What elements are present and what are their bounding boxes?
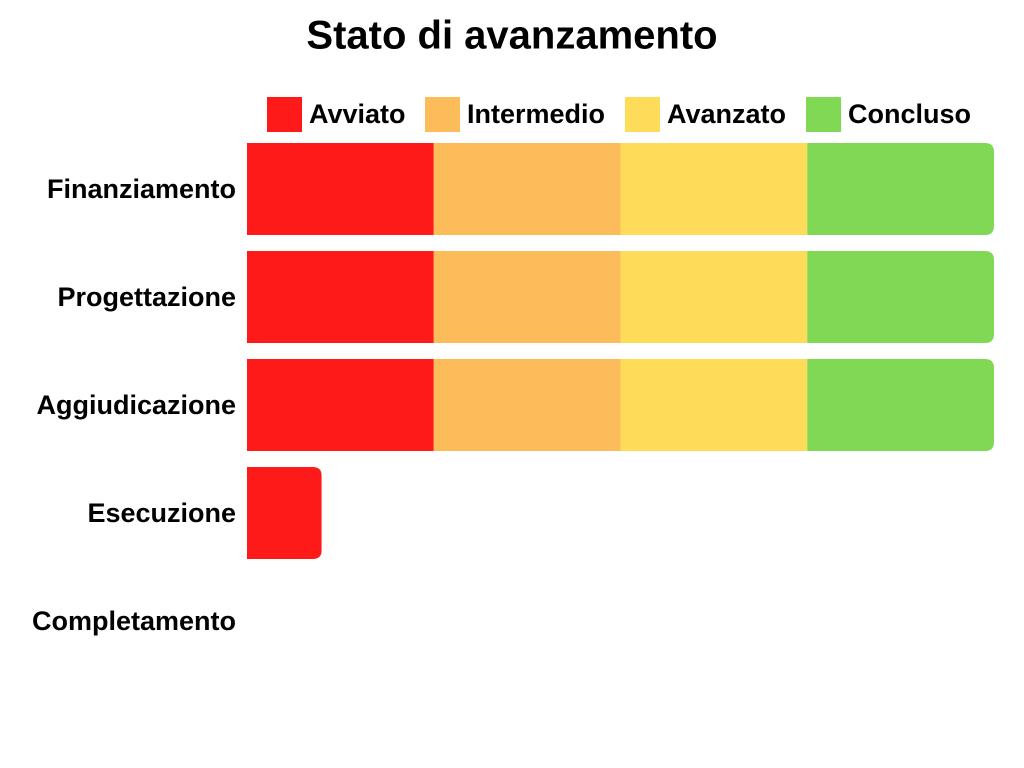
bar-segment xyxy=(620,143,808,235)
bar-segment xyxy=(247,359,434,451)
bar-segment xyxy=(807,251,994,343)
y-tick-label: Esecuzione xyxy=(87,498,236,528)
legend-item: Avanzato xyxy=(625,97,786,132)
bar-segment xyxy=(247,251,434,343)
legend-label: Concluso xyxy=(848,99,971,129)
bar-segment xyxy=(807,143,994,235)
y-tick-label: Finanziamento xyxy=(47,174,236,204)
bar-segment xyxy=(620,359,808,451)
legend-swatch xyxy=(625,97,660,132)
bar-segment xyxy=(247,467,322,559)
bar-row xyxy=(247,251,994,343)
chart-title: Stato di avanzamento xyxy=(306,14,717,58)
legend-item: Avviato xyxy=(267,97,406,132)
legend-item: Concluso xyxy=(806,97,971,132)
bar-row xyxy=(247,143,994,235)
bar-segment xyxy=(433,359,621,451)
legend-label: Avviato xyxy=(309,99,406,129)
bar-segment xyxy=(247,143,434,235)
bar-segment xyxy=(620,251,808,343)
bar-row xyxy=(247,467,322,559)
y-tick-label: Completamento xyxy=(32,606,236,636)
bar-segment xyxy=(433,143,621,235)
legend-swatch xyxy=(267,97,302,132)
bar-segment xyxy=(807,359,994,451)
y-tick-label: Progettazione xyxy=(57,282,236,312)
bar-row xyxy=(247,359,994,451)
legend-label: Intermedio xyxy=(467,99,605,129)
legend-swatch xyxy=(806,97,841,132)
legend-item: Intermedio xyxy=(425,97,605,132)
bar-segment xyxy=(433,251,621,343)
legend-swatch xyxy=(425,97,460,132)
y-tick-label: Aggiudicazione xyxy=(36,390,236,420)
legend-label: Avanzato xyxy=(667,99,786,129)
